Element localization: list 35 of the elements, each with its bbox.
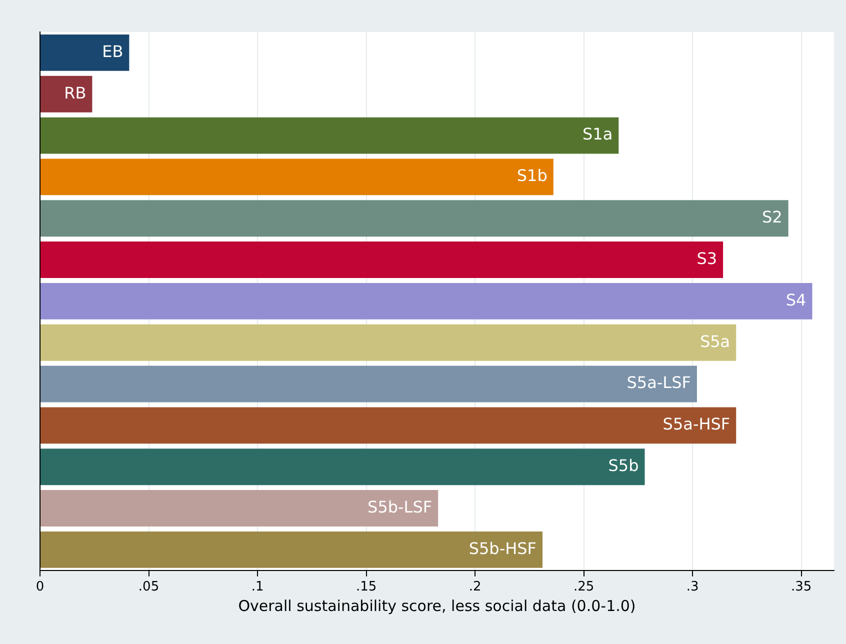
bar [40,76,92,112]
x-tick-label: 0 [36,580,44,595]
y-tick-label: EB [102,42,124,61]
bar [40,407,736,444]
y-tick-label: S5a-LSF [626,373,691,392]
y-tick-label: S5b-HSF [468,538,537,558]
bar [40,117,619,154]
y-tick-label: S2 [762,208,782,227]
bar [40,531,543,568]
y-tick-label: S5b [608,456,639,476]
x-tick-label: .05 [138,580,160,595]
x-tick-label: .3 [686,580,699,595]
y-tick-label: S3 [696,248,718,268]
bar [40,242,724,278]
bar [40,200,788,237]
bar [40,366,697,402]
y-tick-label: S5a-HSF [662,414,730,434]
x-tick-label: .1 [251,580,264,595]
x-tick-label: .25 [573,580,594,595]
bar [40,158,554,196]
y-tick-label: S1a [582,124,613,144]
bar [40,282,812,320]
y-tick-label: S5a [700,332,730,351]
y-tick-label: S4 [786,290,806,310]
x-tick-label: .2 [468,580,482,595]
x-tick-label: .15 [356,580,377,595]
bar [40,34,130,71]
y-tick-label: S5b-LSF [368,497,432,516]
bar [40,324,736,361]
x-axis-title: Overall sustainability score, less social data (0.0-1.0) [238,596,636,615]
y-tick-label: RB [64,83,86,102]
x-tick-label: .35 [791,580,812,595]
y-tick-label: S1b [516,166,548,186]
bar [40,448,645,486]
bar [40,490,438,526]
